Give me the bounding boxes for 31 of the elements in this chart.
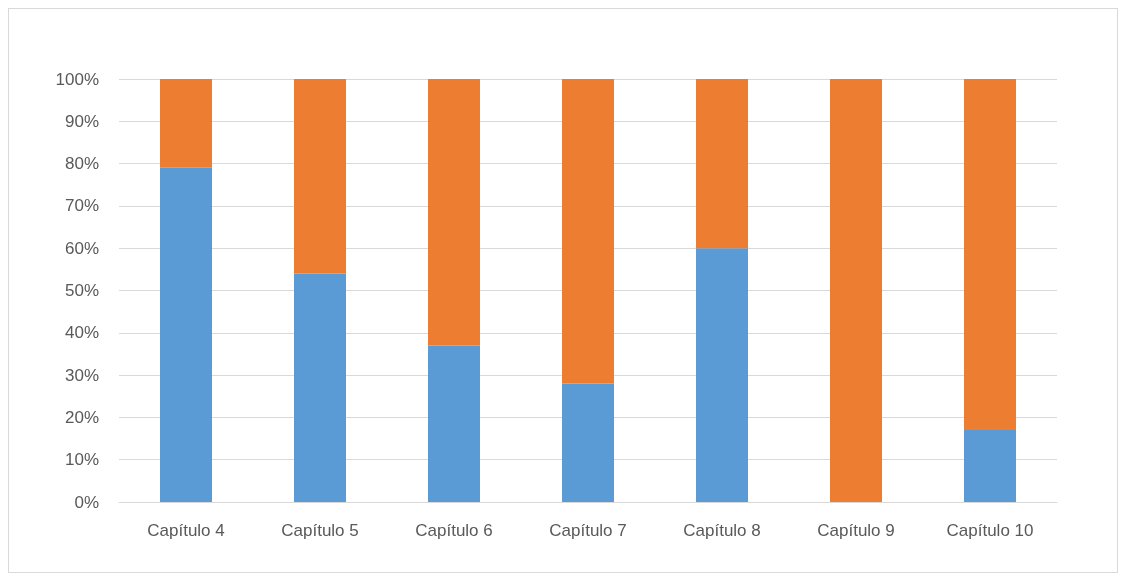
x-tick-label: Capítulo 5 [281, 521, 359, 540]
y-tick-label: 70% [64, 196, 99, 216]
bar [562, 79, 614, 384]
y-tick-label: 30% [64, 365, 99, 385]
x-tick-label: Capítulo 6 [415, 521, 493, 540]
y-tick-label: 0% [74, 492, 99, 512]
bar [160, 167, 212, 502]
y-tick-label: 80% [64, 154, 99, 174]
y-tick-label: 60% [64, 238, 99, 258]
bar [830, 79, 882, 502]
bar [964, 79, 1016, 431]
bar [964, 430, 1016, 502]
bar [294, 79, 346, 274]
x-tick-label: Capítulo 8 [683, 521, 761, 540]
y-tick-label: 100% [55, 69, 99, 89]
bar [696, 79, 748, 249]
x-tick-label: Capítulo 4 [147, 521, 225, 540]
bar [562, 383, 614, 502]
y-tick-label: 90% [64, 111, 99, 131]
x-tick-label: Capítulo 7 [549, 521, 627, 540]
bar [428, 79, 480, 346]
x-tick-label: Capítulo 9 [817, 521, 895, 540]
y-tick-label: 20% [64, 407, 99, 427]
bar [428, 345, 480, 502]
bar [696, 248, 748, 502]
bar [160, 79, 212, 168]
y-tick-label: 40% [64, 323, 99, 343]
bar [294, 273, 346, 502]
y-tick-label: 50% [64, 281, 99, 300]
x-tick-label: Capítulo 10 [946, 521, 1034, 540]
y-tick-label: 10% [64, 450, 99, 470]
